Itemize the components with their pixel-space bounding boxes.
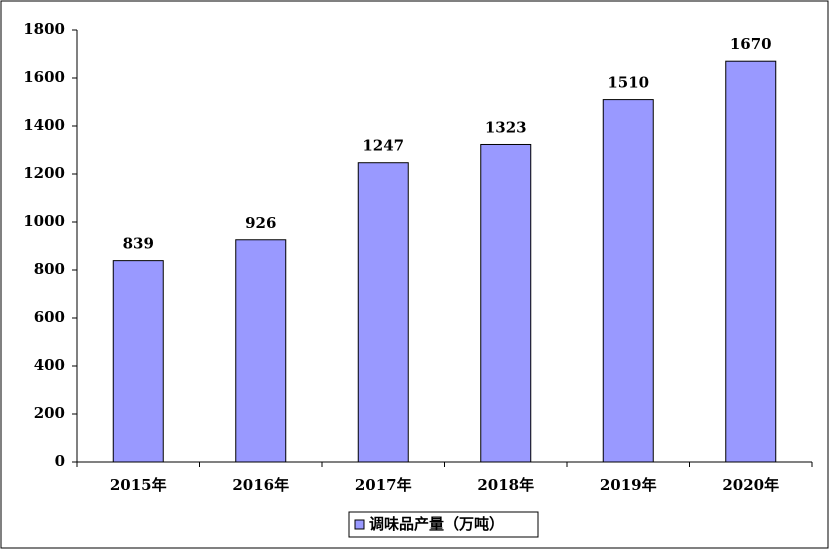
y-tick-label: 1600: [23, 68, 65, 86]
data-label: 1670: [730, 35, 772, 53]
y-tick-label: 800: [34, 260, 65, 278]
y-tick-label: 1000: [23, 212, 65, 230]
bar: [725, 60, 777, 463]
x-tick-label: 2020年: [722, 476, 779, 494]
data-label: 839: [123, 235, 154, 253]
x-tick-label: 2015年: [110, 476, 167, 494]
legend-box: [348, 511, 539, 538]
y-tick-label: 0: [55, 452, 65, 470]
y-tick-label: 400: [34, 356, 65, 374]
bar: [235, 239, 287, 463]
data-label: 1247: [362, 137, 404, 155]
x-tick-label: 2019年: [600, 476, 657, 494]
data-label: 1510: [607, 74, 649, 92]
y-tick-label: 600: [34, 308, 65, 326]
x-tick-label: 2016年: [232, 476, 289, 494]
bar: [602, 99, 654, 463]
legend-swatch: [354, 519, 365, 530]
legend-label: 调味品产量（万吨）: [369, 515, 504, 533]
y-tick-label: 1200: [23, 164, 65, 182]
data-label: 1323: [485, 118, 527, 136]
bar: [112, 260, 164, 463]
y-tick-label: 1400: [23, 116, 65, 134]
y-tick-label: 200: [34, 404, 65, 422]
bar: [480, 143, 532, 463]
x-tick-label: 2017年: [355, 476, 412, 494]
bar: [357, 162, 409, 463]
y-tick-label: 1800: [23, 20, 65, 38]
data-label: 926: [245, 214, 276, 232]
x-tick-label: 2018年: [477, 476, 534, 494]
